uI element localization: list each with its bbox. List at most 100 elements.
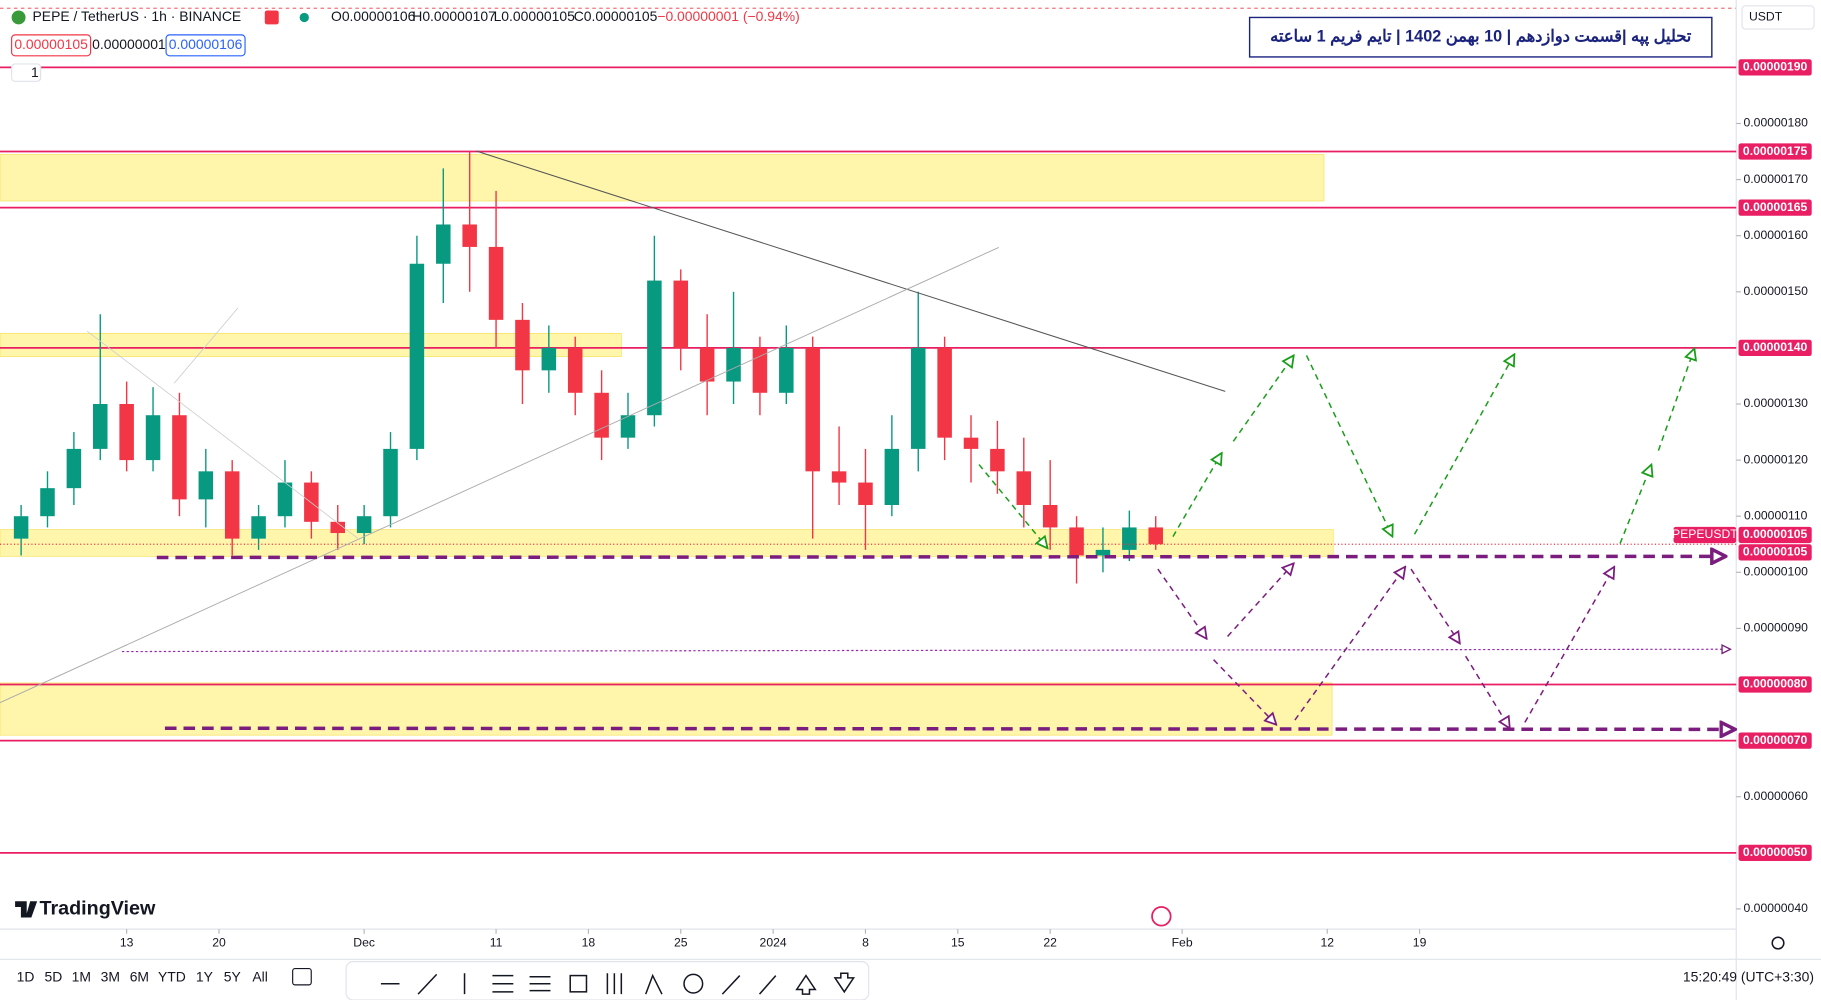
price-label-box	[1738, 526, 1812, 544]
candle-body	[436, 224, 451, 264]
y-tick-label: 0.00000180	[1744, 116, 1809, 130]
tool-down[interactable]	[833, 972, 856, 994]
candle-body	[198, 471, 214, 500]
x-tick-label: 20	[212, 935, 226, 949]
indicator-toggle[interactable]	[11, 63, 42, 82]
x-tick-label: 12	[1320, 935, 1334, 949]
logo-icon	[15, 901, 38, 918]
tool-channel[interactable]	[529, 975, 551, 992]
y-tick-label: 0.00000130	[1744, 396, 1809, 410]
zones	[0, 154, 1334, 736]
candle-body	[963, 437, 979, 449]
tool-pattern[interactable]	[645, 973, 663, 995]
y-tick-label: 0.00000120	[1744, 452, 1809, 466]
candle-body	[1042, 504, 1058, 528]
x-tick-label: 2024	[760, 935, 787, 949]
candle-body	[172, 415, 187, 500]
range-button[interactable]: 1M	[72, 969, 91, 985]
y-tick-label: 0.00000100	[1744, 565, 1809, 579]
x-tick-label: 8	[862, 935, 869, 949]
level-label-box	[1738, 199, 1812, 216]
candle-body	[1122, 527, 1137, 550]
annotation-box	[1248, 16, 1713, 58]
trendline	[173, 307, 239, 384]
candle-body	[383, 448, 398, 517]
candle-body	[937, 347, 952, 438]
buy-button[interactable]	[165, 34, 246, 57]
trendline	[475, 150, 1226, 392]
trendline	[86, 330, 361, 541]
sell-button[interactable]	[11, 34, 92, 57]
candle-body	[330, 521, 346, 534]
symbol-label: PEPEUSDT	[1672, 527, 1738, 541]
zone	[0, 332, 622, 357]
tool-rect[interactable]	[569, 974, 588, 993]
range-button[interactable]: 1Y	[196, 969, 213, 985]
flag	[264, 10, 279, 25]
currency: USDT	[1749, 10, 1783, 24]
candle-body	[40, 488, 55, 517]
ohlc-close: C0.00000105	[574, 8, 658, 24]
tool-circle[interactable]	[683, 973, 704, 994]
range-button[interactable]: 3M	[101, 969, 120, 985]
candle-body	[515, 319, 530, 371]
dashed-level	[164, 728, 1735, 729]
green-scenario	[978, 348, 1694, 548]
plot	[0, 66, 1737, 854]
ohlc-low: L0.00000105	[494, 8, 576, 24]
currency-button[interactable]	[1741, 5, 1815, 30]
ohlc-high: H0.00000107	[412, 8, 496, 24]
x-tick-label: 18	[582, 935, 596, 949]
candle-body	[858, 482, 873, 505]
tool-brush[interactable]	[721, 975, 741, 995]
x-tick-label: 13	[120, 935, 134, 949]
tool-up[interactable]	[795, 974, 817, 995]
y-tick-label: 0.00000170	[1744, 172, 1809, 186]
tool-arrow[interactable]	[758, 975, 777, 995]
candle-body	[93, 404, 108, 449]
ohlc-change: −0.00000001 (−0.94%)	[657, 8, 799, 24]
x-tick-label: 25	[674, 935, 688, 949]
symbol-label-box	[1673, 526, 1737, 544]
y-tick-label: 0.00000160	[1744, 228, 1809, 242]
zone	[0, 154, 1325, 202]
tool-trend[interactable]	[417, 973, 438, 995]
candle-body	[910, 347, 926, 449]
logo: TradingView	[39, 898, 156, 920]
candle-body	[119, 404, 134, 461]
status-dot	[299, 12, 309, 23]
x-tick-label: 15	[951, 935, 965, 949]
level-label-box	[1738, 339, 1812, 357]
level-label: 0.00000175	[1743, 144, 1808, 158]
candle-body	[13, 516, 29, 539]
dotted-level	[121, 649, 1730, 651]
price-label: 0.00000105	[1743, 545, 1808, 559]
level-label-box	[1738, 676, 1812, 693]
settings-icon[interactable]	[1771, 936, 1785, 950]
purple-scenario	[1157, 563, 1614, 728]
range-button[interactable]: 6M	[130, 969, 149, 985]
calendar-icon[interactable]	[292, 968, 312, 986]
candle-body	[488, 246, 504, 320]
range-button[interactable]: 5Y	[224, 969, 241, 985]
candle-body	[805, 347, 820, 472]
y-tick-label: 0.00000090	[1744, 621, 1809, 635]
range-button[interactable]: YTD	[158, 969, 186, 985]
level-label-box	[1738, 732, 1812, 749]
symbol[interactable]: PEPE / TetherUS · 1h · BINANCE	[33, 8, 242, 24]
range-button[interactable]: All	[252, 969, 267, 985]
y-tick-label: 0.00000150	[1744, 284, 1809, 298]
replay-icon[interactable]	[1151, 906, 1172, 927]
candle-body	[990, 448, 1005, 472]
candle-body	[647, 280, 662, 416]
candle-body	[699, 347, 715, 382]
tool-gann[interactable]	[606, 973, 623, 995]
tool-fib[interactable]	[492, 974, 514, 993]
range-button[interactable]: 5D	[45, 969, 63, 985]
trendline	[0, 246, 999, 704]
range-button[interactable]: 1D	[17, 969, 35, 985]
symbol-icon	[11, 10, 26, 25]
indicator-count: 1	[31, 64, 39, 80]
candle-body	[673, 280, 689, 348]
candle-body	[224, 471, 240, 539]
